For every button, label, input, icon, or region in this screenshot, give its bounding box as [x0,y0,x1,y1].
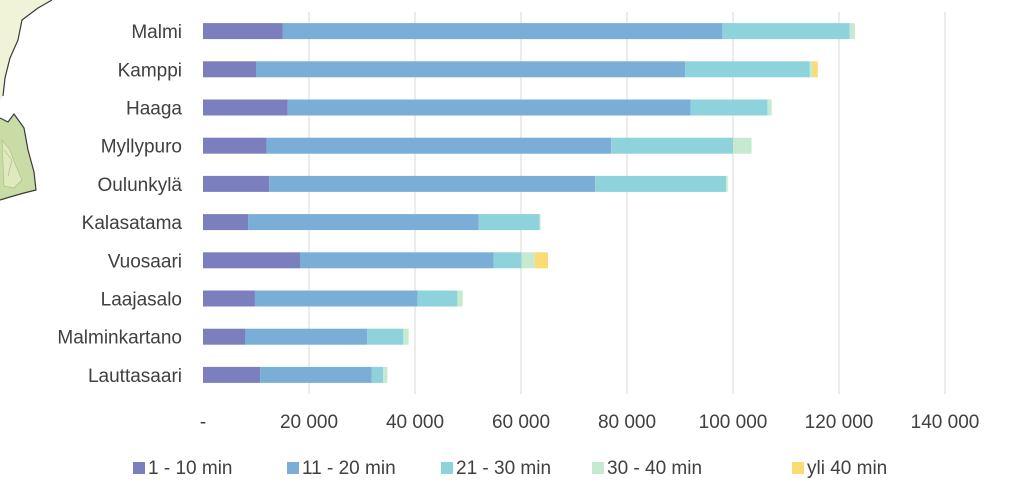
x-tick-label: 80 000 [598,412,656,433]
bar-kamppi-11-20-min [256,61,686,78]
bar-kalasatama-11-20-min [248,214,479,231]
legend-swatch-yli-40-min [792,462,804,474]
bar-haaga-1-10-min [203,99,288,116]
bar-oulunkyla-21-30-min [595,175,727,192]
bar-myllypuro-21-30-min [611,137,733,154]
x-tick-label: 60 000 [492,412,550,433]
bar-vuosaari-yli-40-min [534,252,549,269]
bar-haaga-11-20-min [287,99,691,116]
bar-oulunkyla-11-20-min [269,175,596,192]
bar-malmi-21-30-min [722,23,850,40]
x-tick-label: - [200,412,206,433]
category-label-laajasalo: Laajasalo [101,290,182,311]
bar-kamppi-21-30-min [685,61,810,78]
bar-oulunkyla-30-40-min [726,175,728,192]
bar-malmi-11-20-min [282,23,723,40]
bar-malminkartano-21-30-min [367,328,404,345]
category-label-lauttasaari: Lauttasaari [88,366,182,387]
map-fragment-image [0,0,53,201]
bar-malminkartano-30-40-min [403,328,409,345]
legend-label-21-30-min: 21 - 30 min [456,458,551,479]
x-axis-tick-labels: - 20 000 40 000 60 000 80 000 100 000 120 000 1… [200,412,980,433]
legend-label-1-10-min: 1 - 10 min [148,458,232,479]
bar-laajasalo-1-10-min [203,290,255,307]
legend-swatch-30-40-min [592,462,604,474]
bar-kamppi-yli-40-min [812,61,818,78]
legend-label-30-40-min: 30 - 40 min [607,458,702,479]
bar-oulunkyla-1-10-min [203,175,270,192]
x-tick-label: 40 000 [386,412,444,433]
legend-label-11-20-min: 11 - 20 min [302,458,396,479]
bar-kalasatama-1-10-min [203,214,249,231]
category-label-kalasatama: Kalasatama [82,213,183,234]
bars [203,23,855,383]
bar-kalasatama-21-30-min [478,214,540,231]
bar-lauttasaari-1-10-min [203,366,261,383]
bar-kamppi-30-40-min [809,61,813,78]
x-tick-label: 100 000 [699,412,768,433]
bar-lauttasaari-21-30-min [371,366,384,383]
category-label-vuosaari: Vuosaari [108,251,182,272]
bar-malminkartano-1-10-min [203,328,246,345]
bar-myllypuro-11-20-min [266,137,612,154]
bar-lauttasaari-11-20-min [260,366,372,383]
bar-malmi-30-40-min [849,23,855,40]
legend-swatch-21-30-min [441,462,453,474]
bar-malminkartano-11-20-min [245,328,368,345]
category-label-malminkartano: Malminkartano [57,328,182,349]
bar-vuosaari-30-40-min [521,252,535,269]
bar-kalasatama-30-40-min [539,214,541,231]
category-label-kamppi: Kamppi [118,60,182,81]
category-label-haaga: Haaga [126,99,182,120]
bar-laajasalo-11-20-min [254,290,418,307]
legend-swatch-1-10-min [133,462,145,474]
bar-vuosaari-21-30-min [493,252,522,269]
x-tick-label: 20 000 [280,412,338,433]
category-label-myllypuro: Myllypuro [101,137,182,158]
bar-laajasalo-21-30-min [417,290,458,307]
bar-haaga-30-40-min [767,99,772,116]
bar-vuosaari-11-20-min [299,252,494,269]
category-labels: Malmi Kamppi Haaga Myllypuro Oulunkylä Kalasa… [57,22,182,387]
bar-myllypuro-1-10-min [203,137,267,154]
bar-myllypuro-30-40-min [733,137,752,154]
bar-kamppi-1-10-min [203,61,256,78]
category-label-oulunkyla: Oulunkylä [98,175,183,196]
bar-vuosaari-1-10-min [203,252,300,269]
legend-swatch-11-20-min [287,462,299,474]
bar-malmi-1-10-min [203,23,283,40]
legend-label-yli-40-min: yli 40 min [807,458,887,479]
category-label-malmi: Malmi [131,22,182,43]
bar-lauttasaari-30-40-min [383,366,388,383]
x-tick-label: 120 000 [805,412,874,433]
legend: 1 - 10 min 11 - 20 min 21 - 30 min 30 - 40 … [133,458,887,479]
x-tick-label: 140 000 [911,412,980,433]
bar-haaga-21-30-min [690,99,768,116]
bar-laajasalo-30-40-min [457,290,463,307]
